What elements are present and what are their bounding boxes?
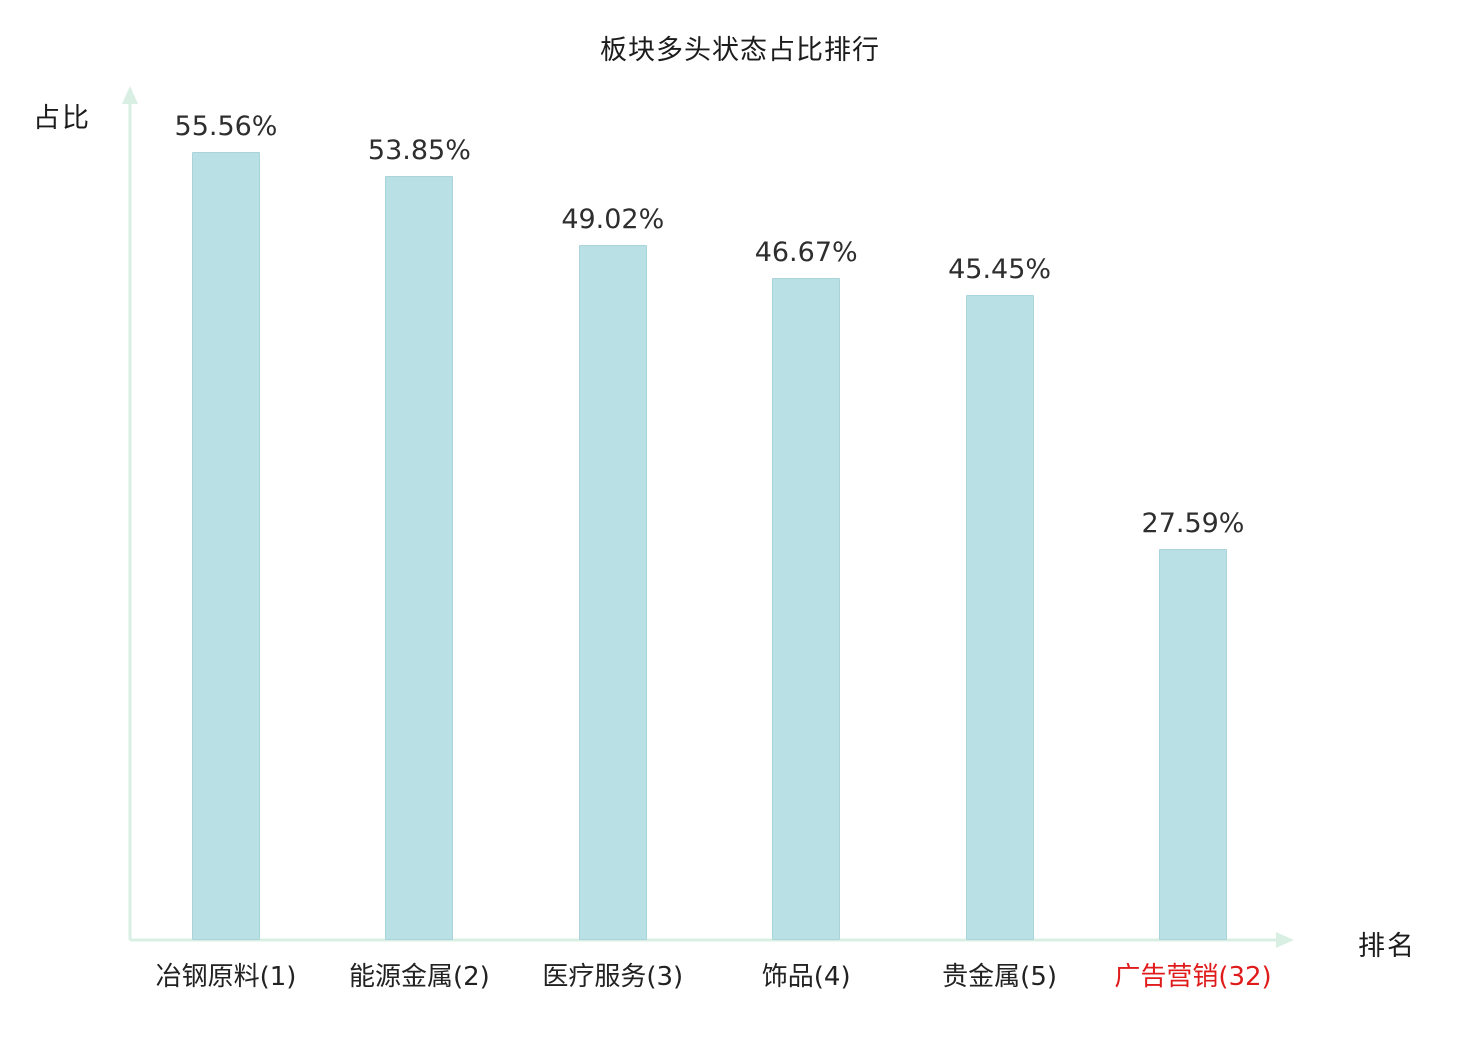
bar [578,245,647,940]
bar [192,152,260,940]
bar [385,176,454,940]
category-label: 贵金属(5) [942,962,1058,992]
x-axis-label: 排名 [1358,931,1416,962]
bar [772,278,841,940]
bar [965,295,1034,940]
category-label: 广告营销(32) [1114,962,1272,992]
category-label: 冶钢原料(1) [155,962,297,992]
bar-value-label: 46.67% [754,237,858,268]
bar-value-label: 49.02% [561,204,665,235]
category-label: 饰品(4) [761,962,851,992]
bar [1159,549,1227,940]
y-axis-arrowhead-icon [122,86,138,104]
bar-value-label: 27.59% [1141,508,1245,539]
bar-value-label: 45.45% [948,254,1052,285]
bar-value-label: 55.56% [174,111,278,142]
x-axis-arrowhead-icon [1276,932,1294,948]
category-label: 医疗服务(3) [542,962,684,992]
bar-value-label: 53.85% [367,135,471,166]
category-label: 能源金属(2) [348,962,490,992]
y-axis-label: 占比 [33,103,91,134]
chart-title: 板块多头状态占比排行 [600,35,880,66]
